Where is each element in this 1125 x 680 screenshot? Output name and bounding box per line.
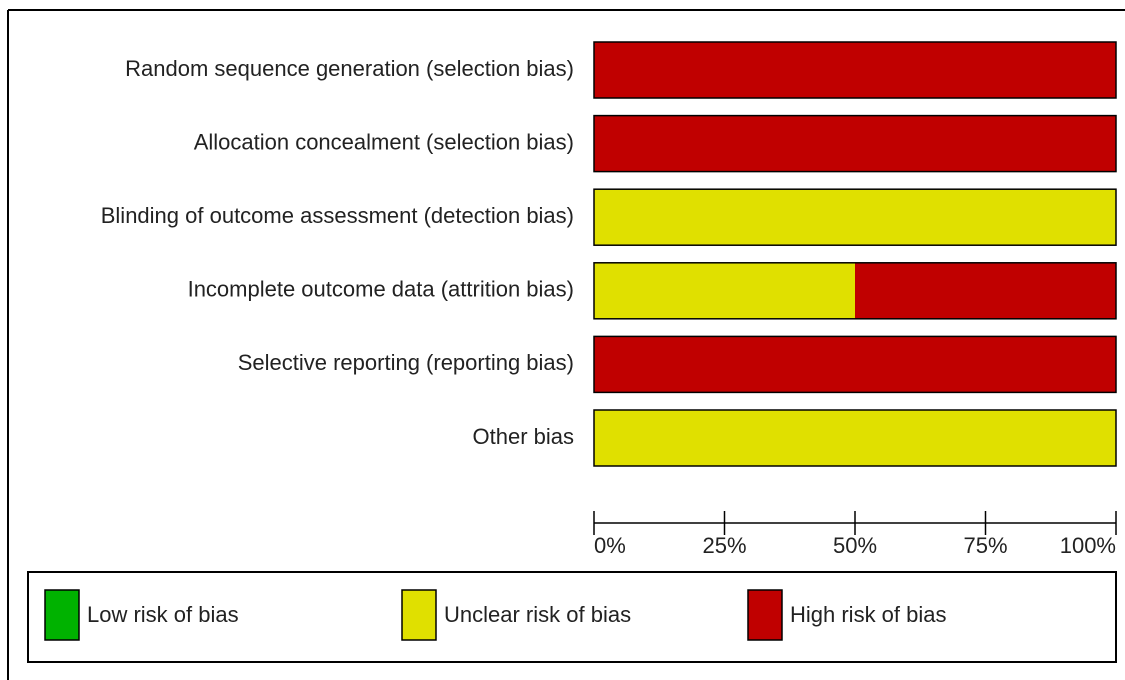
x-tick-label: 50% bbox=[833, 533, 877, 558]
bar-segment bbox=[594, 115, 1116, 172]
category-label: Selective reporting (reporting bias) bbox=[238, 350, 574, 375]
bar-outline bbox=[593, 262, 1117, 320]
bar-segment bbox=[594, 336, 1116, 393]
bar-outline bbox=[593, 335, 1117, 394]
bar-segment bbox=[855, 262, 1116, 319]
category-label: Random sequence generation (selection bi… bbox=[125, 56, 574, 81]
category-label: Incomplete outcome data (attrition bias) bbox=[188, 277, 574, 302]
bar-outline bbox=[593, 409, 1117, 467]
legend-swatch bbox=[401, 589, 437, 641]
category-label: Other bias bbox=[473, 424, 575, 449]
legend-swatch bbox=[747, 589, 783, 641]
legend-label: Unclear risk of bias bbox=[444, 602, 631, 627]
bar-segment bbox=[594, 262, 855, 319]
bar-segment bbox=[594, 189, 1116, 246]
bar-outline bbox=[593, 114, 1117, 173]
bar-outline bbox=[593, 188, 1117, 246]
x-tick-label: 75% bbox=[963, 533, 1007, 558]
legend-box bbox=[27, 571, 1117, 663]
bar-segment bbox=[594, 410, 1116, 466]
legend-swatch bbox=[44, 589, 80, 641]
bar-segment bbox=[594, 42, 1116, 98]
x-tick-label: 0% bbox=[594, 533, 626, 558]
x-tick-label: 25% bbox=[702, 533, 746, 558]
x-tick-label: 100% bbox=[1060, 533, 1116, 558]
category-label: Blinding of outcome assessment (detectio… bbox=[101, 203, 574, 228]
legend-label: High risk of bias bbox=[790, 602, 947, 627]
bar-outline bbox=[593, 41, 1117, 99]
category-label: Allocation concealment (selection bias) bbox=[194, 129, 574, 154]
legend-label: Low risk of bias bbox=[87, 602, 239, 627]
